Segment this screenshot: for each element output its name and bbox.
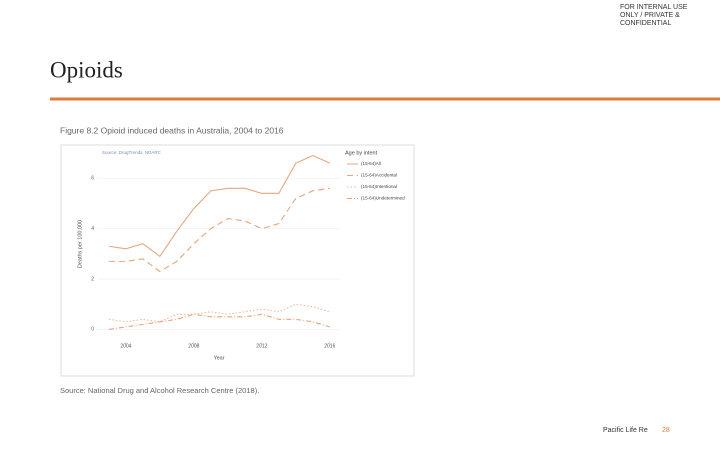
y-tick-label: 6 [91,176,94,182]
legend-label: (15-64)Intentional [361,184,397,189]
legend-label: (15-64)All [361,161,381,166]
series-line [108,303,330,323]
figure-title: Figure 8.2 Opioid induced deaths in Aust… [60,125,284,135]
chart-source: Source: DrugTrends, NDARC [102,150,162,155]
y-tick-label: 0 [91,327,94,333]
chart-frame [60,144,415,377]
x-tick-label: 2008 [188,343,199,349]
title-rule [50,97,720,101]
x-axis-label: Year [213,355,224,361]
series-line [108,187,330,273]
series-line [108,154,331,258]
notice-box: FOR INTERNAL USE ONLY / PRIVATE & CONFID… [620,4,688,27]
legend-title: Age by intent [345,150,378,156]
legend-label: (15-64)Accidental [361,173,397,178]
y-tick-label: 4 [91,226,94,232]
x-tick-label: 2016 [324,343,335,349]
x-tick-label: 2004 [120,343,131,349]
slide-title: Opioids [50,57,123,82]
y-axis-label: Deaths per 100,000 [77,220,83,268]
notice: FOR INTERNAL USE ONLY / PRIVATE & CONFID… [620,4,688,27]
footer: Pacific Life Re [603,427,648,434]
x-tick-label: 2012 [256,343,267,349]
y-tick-label: 2 [91,276,94,282]
legend-label: (15-64)Undetermined [361,196,405,201]
page-number: 28 [662,427,670,434]
caption: Source: National Drug and Alcohol Resear… [60,386,259,395]
series-line [108,313,330,330]
